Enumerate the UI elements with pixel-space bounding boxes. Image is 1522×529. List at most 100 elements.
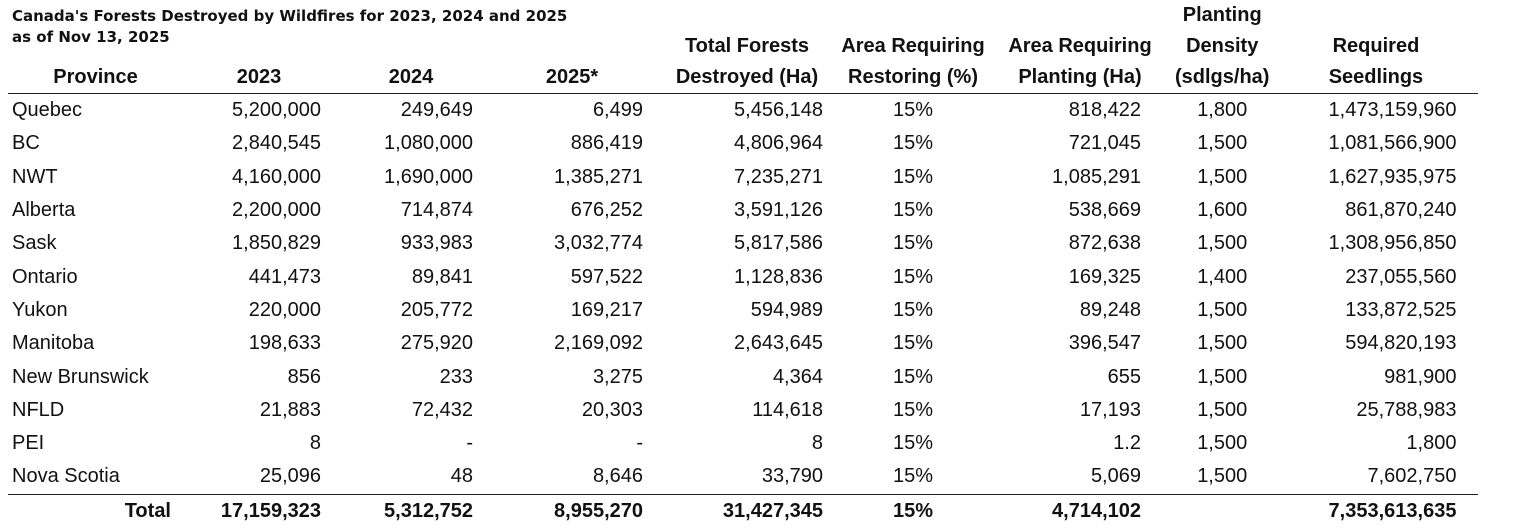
table-row: PEI 8 - - 8 15% 1.2 1,500 1,800 xyxy=(8,427,1478,460)
cell-seedlings: 861,870,240 xyxy=(1345,199,1457,222)
cell-total-destroyed: 8 xyxy=(811,432,823,455)
header-row: Province 2023 2024 2025* Total Forests De… xyxy=(8,0,1479,94)
cell-density: 1,500 xyxy=(1197,232,1248,255)
total-2023: 17,159,323 xyxy=(183,493,335,529)
cell-province: PEI xyxy=(12,432,45,455)
cell-restoring-pct: 15% xyxy=(892,432,934,455)
cell-planting-area: 5,069 xyxy=(1090,465,1141,488)
table-row: Quebec 5,200,000 249,649 6,499 5,456,148 15% 8… xyxy=(8,94,1478,128)
cell-density: 1,800 xyxy=(1197,99,1248,122)
cell-province: Alberta xyxy=(12,199,76,222)
cell-density: 1,400 xyxy=(1197,265,1248,288)
cell-restoring-pct: 15% xyxy=(892,332,934,355)
header-line: Total Forests xyxy=(684,35,810,57)
cell-density: 1,500 xyxy=(1197,332,1248,355)
cell-seedlings: 1,473,159,960 xyxy=(1328,99,1457,122)
cell-2024: 48 xyxy=(450,465,473,488)
cell-planting-area: 538,669 xyxy=(1068,199,1141,222)
cell-2024: - xyxy=(466,432,473,455)
cell-density: 1,500 xyxy=(1197,432,1248,455)
cell-2023: 198,633 xyxy=(248,332,321,355)
cell-restoring-pct: 15% xyxy=(892,99,934,122)
total-seedlings: 7,353,613,635 xyxy=(1273,493,1479,529)
cell-2023: 1,850,829 xyxy=(232,232,321,255)
cell-2023: 441,473 xyxy=(248,265,321,288)
total-2024: 5,312,752 xyxy=(335,493,487,529)
cell-2023: 856 xyxy=(287,365,321,388)
cell-2024: 714,874 xyxy=(400,199,473,222)
cell-seedlings: 7,602,750 xyxy=(1367,465,1457,488)
cell-province: NWT xyxy=(12,165,58,188)
table-row: Manitoba 198,633 275,920 2,169,092 2,643,645… xyxy=(8,327,1478,360)
cell-total-destroyed: 5,456,148 xyxy=(734,99,823,122)
cell-planting-area: 169,325 xyxy=(1068,265,1141,288)
cell-province: NFLD xyxy=(12,398,65,421)
table-row: NWT 4,160,000 1,690,000 1,385,271 7,235,271 1… xyxy=(8,161,1478,194)
header-line: 2025* xyxy=(545,66,599,88)
table-row: New Brunswick 856 233 3,275 4,364 15% 655 1,500… xyxy=(8,360,1478,393)
cell-density: 1,500 xyxy=(1197,398,1248,421)
header-line: Destroyed (Ha) xyxy=(675,66,819,88)
header-area-planting: Area Requiring Planting (Ha) xyxy=(989,0,1171,94)
cell-2025: - xyxy=(636,432,643,455)
cell-2025: 3,275 xyxy=(592,365,643,388)
cell-2025: 676,252 xyxy=(570,199,643,222)
cell-province: Yukon xyxy=(12,298,68,321)
header-line: Planting xyxy=(1182,4,1262,26)
header-area-restoring: Area Requiring Restoring (%) xyxy=(837,0,989,94)
total-planting-area: 4,714,102 xyxy=(989,493,1171,529)
cell-total-destroyed: 4,364 xyxy=(772,365,823,388)
cell-restoring-pct: 15% xyxy=(892,265,934,288)
header-line: Planting (Ha) xyxy=(1018,66,1142,88)
cell-province: New Brunswick xyxy=(12,365,149,388)
cell-2025: 597,522 xyxy=(570,265,643,288)
cell-province: Nova Scotia xyxy=(12,465,120,488)
cell-2023: 4,160,000 xyxy=(232,165,321,188)
cell-2024: 233 xyxy=(439,365,473,388)
cell-2025: 886,419 xyxy=(570,132,643,155)
cell-2023: 220,000 xyxy=(248,298,321,321)
cell-total-destroyed: 1,128,836 xyxy=(734,265,823,288)
header-line: Required xyxy=(1332,35,1420,57)
total-row: Total 17,159,323 5,312,752 8,955,270 31,… xyxy=(8,493,1479,529)
cell-restoring-pct: 15% xyxy=(892,199,934,222)
cell-total-destroyed: 7,235,271 xyxy=(734,165,823,188)
cell-planting-area: 655 xyxy=(1107,365,1141,388)
table-row: Alberta 2,200,000 714,874 676,252 3,591,126 1… xyxy=(8,194,1478,227)
header-line: Density xyxy=(1186,35,1259,57)
cell-seedlings: 133,872,525 xyxy=(1345,298,1457,321)
cell-planting-area: 17,193 xyxy=(1079,398,1141,421)
cell-seedlings: 237,055,560 xyxy=(1345,265,1457,288)
table-row: Nova Scotia 25,096 48 8,646 33,790 15% 5,069 1,… xyxy=(8,460,1478,494)
total-destroyed: 31,427,345 xyxy=(657,493,837,529)
cell-2025: 1,385,271 xyxy=(554,165,643,188)
header-line: Area Requiring xyxy=(1008,35,1152,57)
cell-2025: 6,499 xyxy=(592,99,643,122)
header-line: Seedlings xyxy=(1328,66,1424,88)
cell-planting-area: 1,085,291 xyxy=(1052,165,1141,188)
table-row: NFLD 21,883 72,432 20,303 114,618 15% 17,193 1,… xyxy=(8,394,1478,427)
cell-2023: 2,200,000 xyxy=(232,199,321,222)
cell-total-destroyed: 3,591,126 xyxy=(734,199,823,222)
cell-total-destroyed: 4,806,964 xyxy=(734,132,823,155)
header-line: Restoring (%) xyxy=(848,66,978,88)
wildfire-data-table: Province 2023 2024 2025* Total Forests De… xyxy=(8,0,1479,529)
cell-seedlings: 1,800 xyxy=(1406,432,1457,455)
cell-restoring-pct: 15% xyxy=(892,398,934,421)
header-2024: 2024 xyxy=(335,0,487,94)
cell-restoring-pct: 15% xyxy=(892,465,934,488)
cell-2023: 25,096 xyxy=(259,465,321,488)
cell-seedlings: 25,788,983 xyxy=(1356,398,1457,421)
total-label: Total xyxy=(8,493,183,529)
cell-restoring-pct: 15% xyxy=(892,365,934,388)
cell-seedlings: 981,900 xyxy=(1384,365,1457,388)
cell-2023: 21,883 xyxy=(259,398,321,421)
cell-density: 1,500 xyxy=(1197,365,1248,388)
cell-province: BC xyxy=(12,132,40,155)
cell-province: Sask xyxy=(12,232,57,255)
cell-planting-area: 89,248 xyxy=(1079,298,1141,321)
cell-density: 1,500 xyxy=(1197,165,1248,188)
cell-2023: 2,840,545 xyxy=(232,132,321,155)
cell-total-destroyed: 594,989 xyxy=(750,298,823,321)
cell-2024: 72,432 xyxy=(411,398,473,421)
